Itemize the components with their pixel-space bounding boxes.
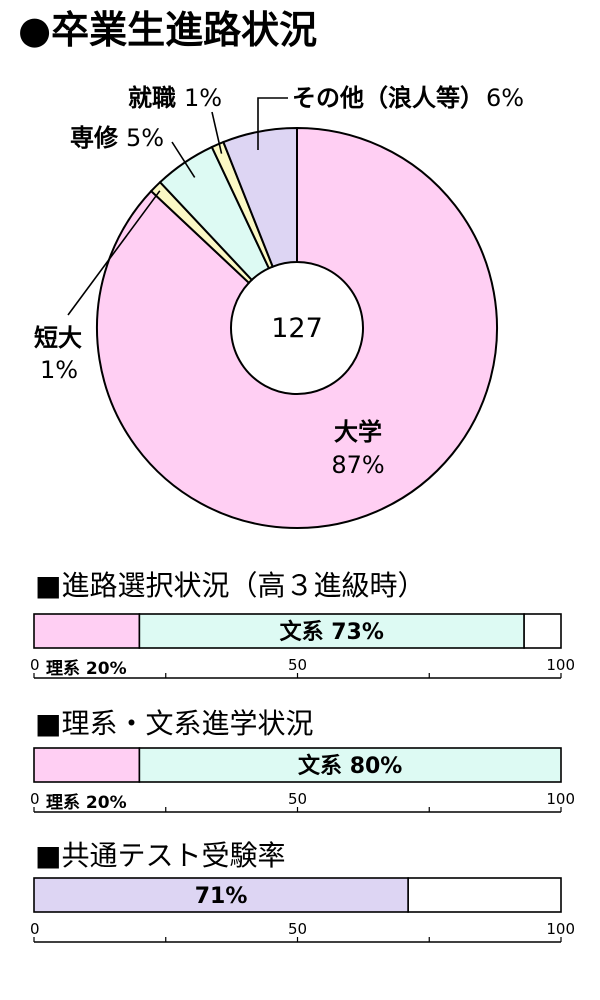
- course-selection-segment-2: [523, 613, 562, 649]
- science-humanities-title: ■理系・文系進学状況: [35, 707, 314, 740]
- science-humanities-segment-label-0: 理系 20%: [46, 793, 127, 813]
- course-selection-segment-label-0: 理系 20%: [46, 659, 127, 679]
- common-test-title: ■共通テスト受験率: [35, 839, 286, 872]
- slice-label-junior-college: 短大: [34, 324, 82, 352]
- course-selection-tick-label-0: 0: [30, 656, 40, 674]
- leader-line-vocational: [171, 141, 196, 178]
- science-humanities-tick-label-50: 50: [288, 790, 307, 808]
- science-humanities-tick-label-100: 100: [546, 790, 575, 808]
- course-selection-segment-1: [138, 613, 525, 649]
- course-selection-segment-label-1: 文系 73%: [280, 619, 384, 645]
- leader-line-other: [257, 97, 288, 150]
- common-test-segment-1: [407, 877, 562, 913]
- slice-label-employment: 就職 1%: [128, 84, 222, 112]
- leader-line-junior-college: [67, 190, 161, 316]
- slice-name-vocational: 専修: [70, 124, 119, 152]
- science-humanities-segment-0: [33, 747, 141, 783]
- slice-value-employment: 1%: [184, 84, 222, 112]
- slice-name-other: その他（浪人等）: [292, 84, 484, 112]
- common-test-tick-label-100: 100: [546, 920, 575, 938]
- slice-label-university: 大学: [334, 418, 382, 446]
- course-selection-title: ■進路選択状況（高３進級時）: [35, 569, 426, 602]
- donut-chart: 127 大学 87% 短大 1% 専修 5% 就職 1% その他（浪人等）6%: [34, 84, 524, 529]
- donut-slice-0: [96, 126, 498, 529]
- common-test-tick-label-50: 50: [288, 920, 307, 938]
- common-test-segment-0: [33, 877, 409, 913]
- slice-value-junior-college: 1%: [40, 356, 78, 384]
- course-selection-tick-label-50: 50: [288, 656, 307, 674]
- donut-slice-4: [222, 126, 298, 268]
- leader-line-employment: [211, 111, 223, 154]
- science-humanities-segment-label-1: 文系 80%: [298, 753, 402, 779]
- slice-label-other: その他（浪人等）6%: [292, 84, 524, 112]
- common-test-segment-label-0: 71%: [195, 884, 248, 909]
- slice-value-vocational: 5%: [126, 124, 164, 152]
- common-test-bar-chart: 71% 0 50 100: [30, 877, 575, 943]
- page-title: ●卒業生進路状況: [18, 8, 318, 52]
- slice-name-employment: 就職: [128, 84, 176, 112]
- science-humanities-tick-label-0: 0: [30, 790, 40, 808]
- slice-value-university: 87%: [331, 451, 384, 479]
- donut-center-label: 127: [271, 313, 323, 344]
- common-test-tick-label-0: 0: [30, 920, 40, 938]
- science-humanities-segment-1: [138, 747, 562, 783]
- course-selection-segment-0: [33, 613, 141, 649]
- slice-value-other: 6%: [486, 84, 524, 112]
- slice-label-vocational: 専修 5%: [70, 124, 164, 152]
- course-selection-bar-chart: 理系 20% 文系 73% 0 50 100: [30, 613, 575, 679]
- science-humanities-bar-chart: 理系 20% 文系 80% 0 50 100: [30, 747, 575, 813]
- course-selection-tick-label-100: 100: [546, 656, 575, 674]
